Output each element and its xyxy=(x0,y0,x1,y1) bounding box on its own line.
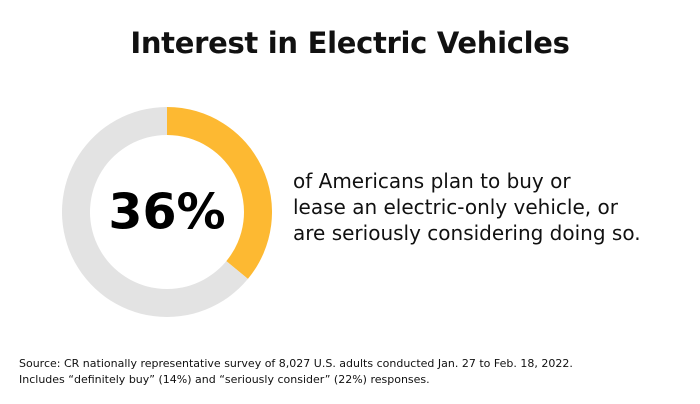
description-line: of Americans plan to buy or xyxy=(293,169,571,193)
source-line: Source: CR nationally representative sur… xyxy=(19,357,573,370)
description-line: are seriously considering doing so. xyxy=(293,221,641,245)
source-note: Source: CR nationally representative sur… xyxy=(19,356,689,388)
description-line: lease an electric-only vehicle, or xyxy=(293,195,618,219)
donut-center-value: 36% xyxy=(108,184,225,241)
donut-chart: 36% xyxy=(62,107,272,317)
chart-title: Interest in Electric Vehicles xyxy=(130,26,570,60)
donut-svg: 36% xyxy=(62,107,272,317)
donut-slice-remainder xyxy=(62,107,248,317)
source-line: Includes “definitely buy” (14%) and “ser… xyxy=(19,373,430,386)
donut-slice-highlight xyxy=(167,107,272,279)
description: of Americans plan to buy or lease an ele… xyxy=(293,168,683,246)
